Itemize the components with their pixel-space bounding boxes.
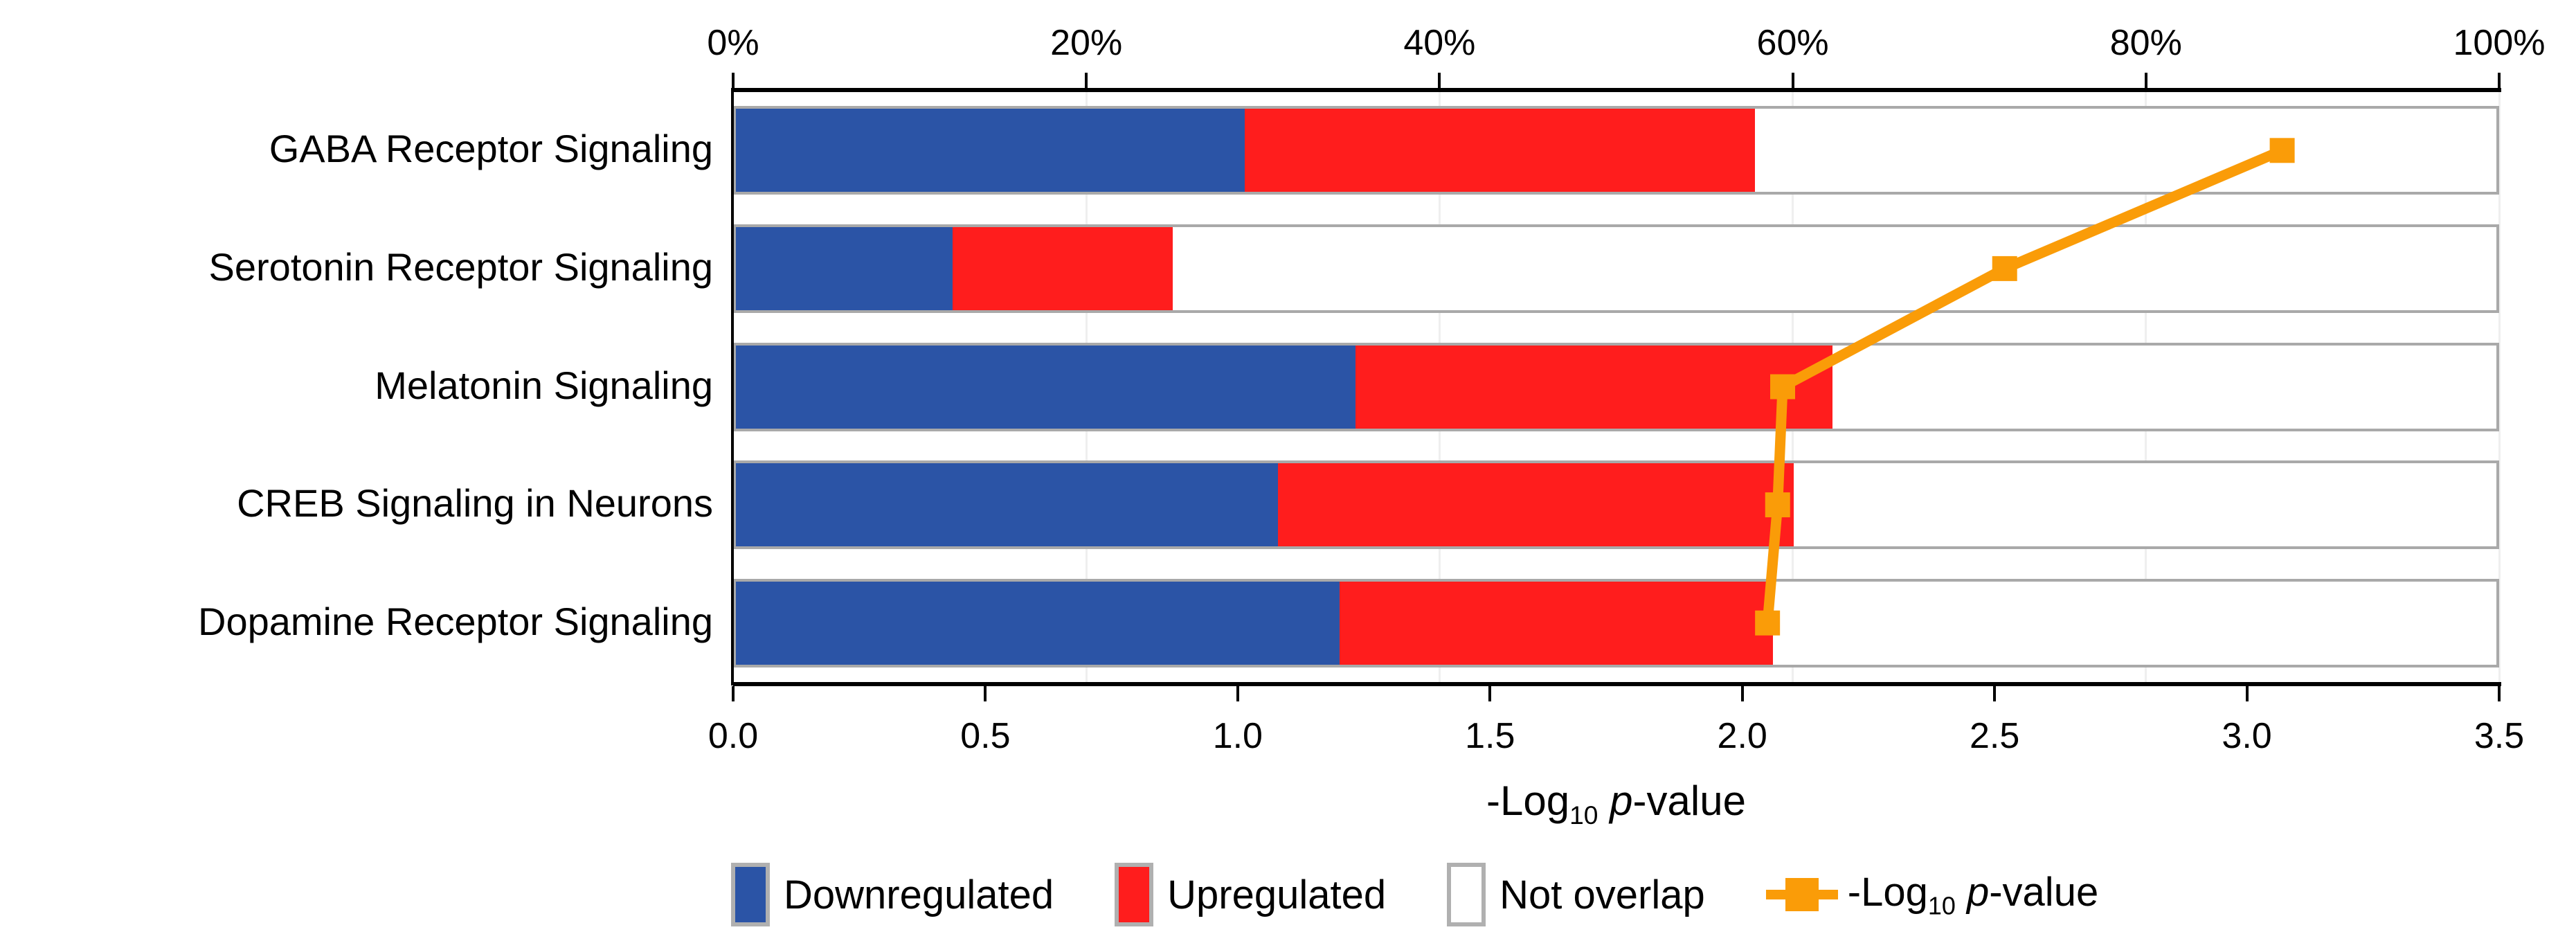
- legend-label: Not overlap: [1499, 872, 1705, 918]
- legend-swatch-icon: [731, 863, 770, 926]
- upregulated-segment: [1278, 463, 1794, 547]
- label-part: Downregulated: [784, 872, 1054, 917]
- label-part: -Log: [1847, 869, 1928, 915]
- bottom-axis-line: [733, 682, 2501, 686]
- downregulated-segment: [736, 226, 953, 310]
- label-part: -Log: [1486, 778, 1570, 824]
- legend-swatch-icon: [1447, 863, 1486, 926]
- label-part: -value: [1632, 778, 1746, 824]
- top-axis-tick: [2498, 73, 2501, 88]
- label-part: 10: [1927, 891, 1956, 920]
- pathway-bar: [733, 106, 2499, 195]
- top-axis-tick-label: 100%: [2453, 23, 2546, 63]
- top-axis-tick: [2144, 73, 2147, 88]
- top-axis-tick-label: 40%: [1403, 23, 1476, 63]
- upregulated-segment: [952, 226, 1173, 310]
- downregulated-segment: [736, 109, 1245, 192]
- label-part: 10: [1569, 800, 1598, 830]
- percent-gridline: [2498, 91, 2501, 682]
- bottom-axis-tick: [1236, 686, 1239, 701]
- bottom-axis-tick: [732, 686, 735, 701]
- upregulated-segment: [1244, 109, 1756, 192]
- top-axis-tick-label: 80%: [2109, 23, 2182, 63]
- legend-label: -Log10 p-value: [1848, 869, 2098, 921]
- top-axis-tick: [1438, 73, 1441, 88]
- pathway-bar: [733, 224, 2499, 313]
- bottom-axis-tick: [2245, 686, 2249, 701]
- bottom-axis-tick-label: 3.0: [2222, 716, 2272, 756]
- legend-swatch-icon: [1115, 863, 1154, 926]
- label-part: Upregulated: [1167, 872, 1387, 917]
- legend-item: -Log10 p-value: [1765, 869, 2098, 921]
- top-axis-tick-label: 20%: [1050, 23, 1123, 63]
- bottom-axis-tick-label: 3.5: [2474, 716, 2525, 756]
- category-label: Melatonin Signaling: [375, 363, 713, 407]
- pathway-bar: [733, 342, 2499, 431]
- legend-item: Not overlap: [1447, 863, 1705, 926]
- bottom-axis-tick: [2498, 686, 2501, 701]
- bottom-axis-tick-label: 2.5: [1969, 716, 2020, 756]
- upregulated-segment: [1355, 345, 1833, 429]
- bottom-axis-tick: [1488, 686, 1492, 701]
- label-part: [1598, 778, 1610, 824]
- bottom-axis-tick-label: 1.5: [1465, 716, 1515, 756]
- legend-item: Upregulated: [1115, 863, 1386, 926]
- top-axis-tick: [732, 73, 735, 88]
- top-axis-tick: [1791, 73, 1794, 88]
- pathway-bar: [733, 578, 2499, 667]
- bottom-axis-tick: [1740, 686, 1744, 701]
- category-label: Dopamine Receptor Signaling: [198, 599, 713, 643]
- category-label: CREB Signaling in Neurons: [237, 481, 713, 526]
- top-axis-tick-label: 0%: [707, 23, 759, 63]
- bottom-axis-tick: [1993, 686, 1997, 701]
- category-label: GABA Receptor Signaling: [269, 127, 713, 171]
- downregulated-segment: [736, 345, 1356, 429]
- bottom-axis-tick: [984, 686, 987, 701]
- bottom-axis-tick-label: 2.0: [1717, 716, 1767, 756]
- upregulated-segment: [1340, 581, 1773, 665]
- legend: Downregulated Upregulated Not overlap -Log1…: [731, 860, 2576, 929]
- legend-line-marker-icon: [1765, 870, 1838, 919]
- bottom-axis-tick-label: 0.5: [960, 716, 1011, 756]
- pvalue-axis-title: -Log10 p-value: [1201, 777, 2032, 830]
- category-label: Serotonin Receptor Signaling: [208, 244, 713, 289]
- label-part: -value: [1989, 869, 2099, 915]
- pathway-bar: [733, 460, 2499, 550]
- bottom-axis-tick-label: 1.0: [1212, 716, 1263, 756]
- legend-label: Upregulated: [1167, 872, 1386, 918]
- bottom-axis-tick-label: 0.0: [708, 716, 759, 756]
- label-part: [1956, 870, 1967, 915]
- label-part: p: [1966, 869, 1990, 915]
- label-part: Not overlap: [1499, 872, 1705, 917]
- top-axis-tick-label: 60%: [1756, 23, 1829, 63]
- left-axis-spine: [731, 88, 734, 685]
- downregulated-segment: [736, 463, 1279, 547]
- label-part: p: [1610, 778, 1633, 824]
- legend-item: Downregulated: [731, 863, 1054, 926]
- downregulated-segment: [736, 581, 1340, 665]
- top-axis-line: [733, 88, 2501, 92]
- legend-label: Downregulated: [784, 872, 1054, 918]
- top-axis-tick: [1085, 73, 1088, 88]
